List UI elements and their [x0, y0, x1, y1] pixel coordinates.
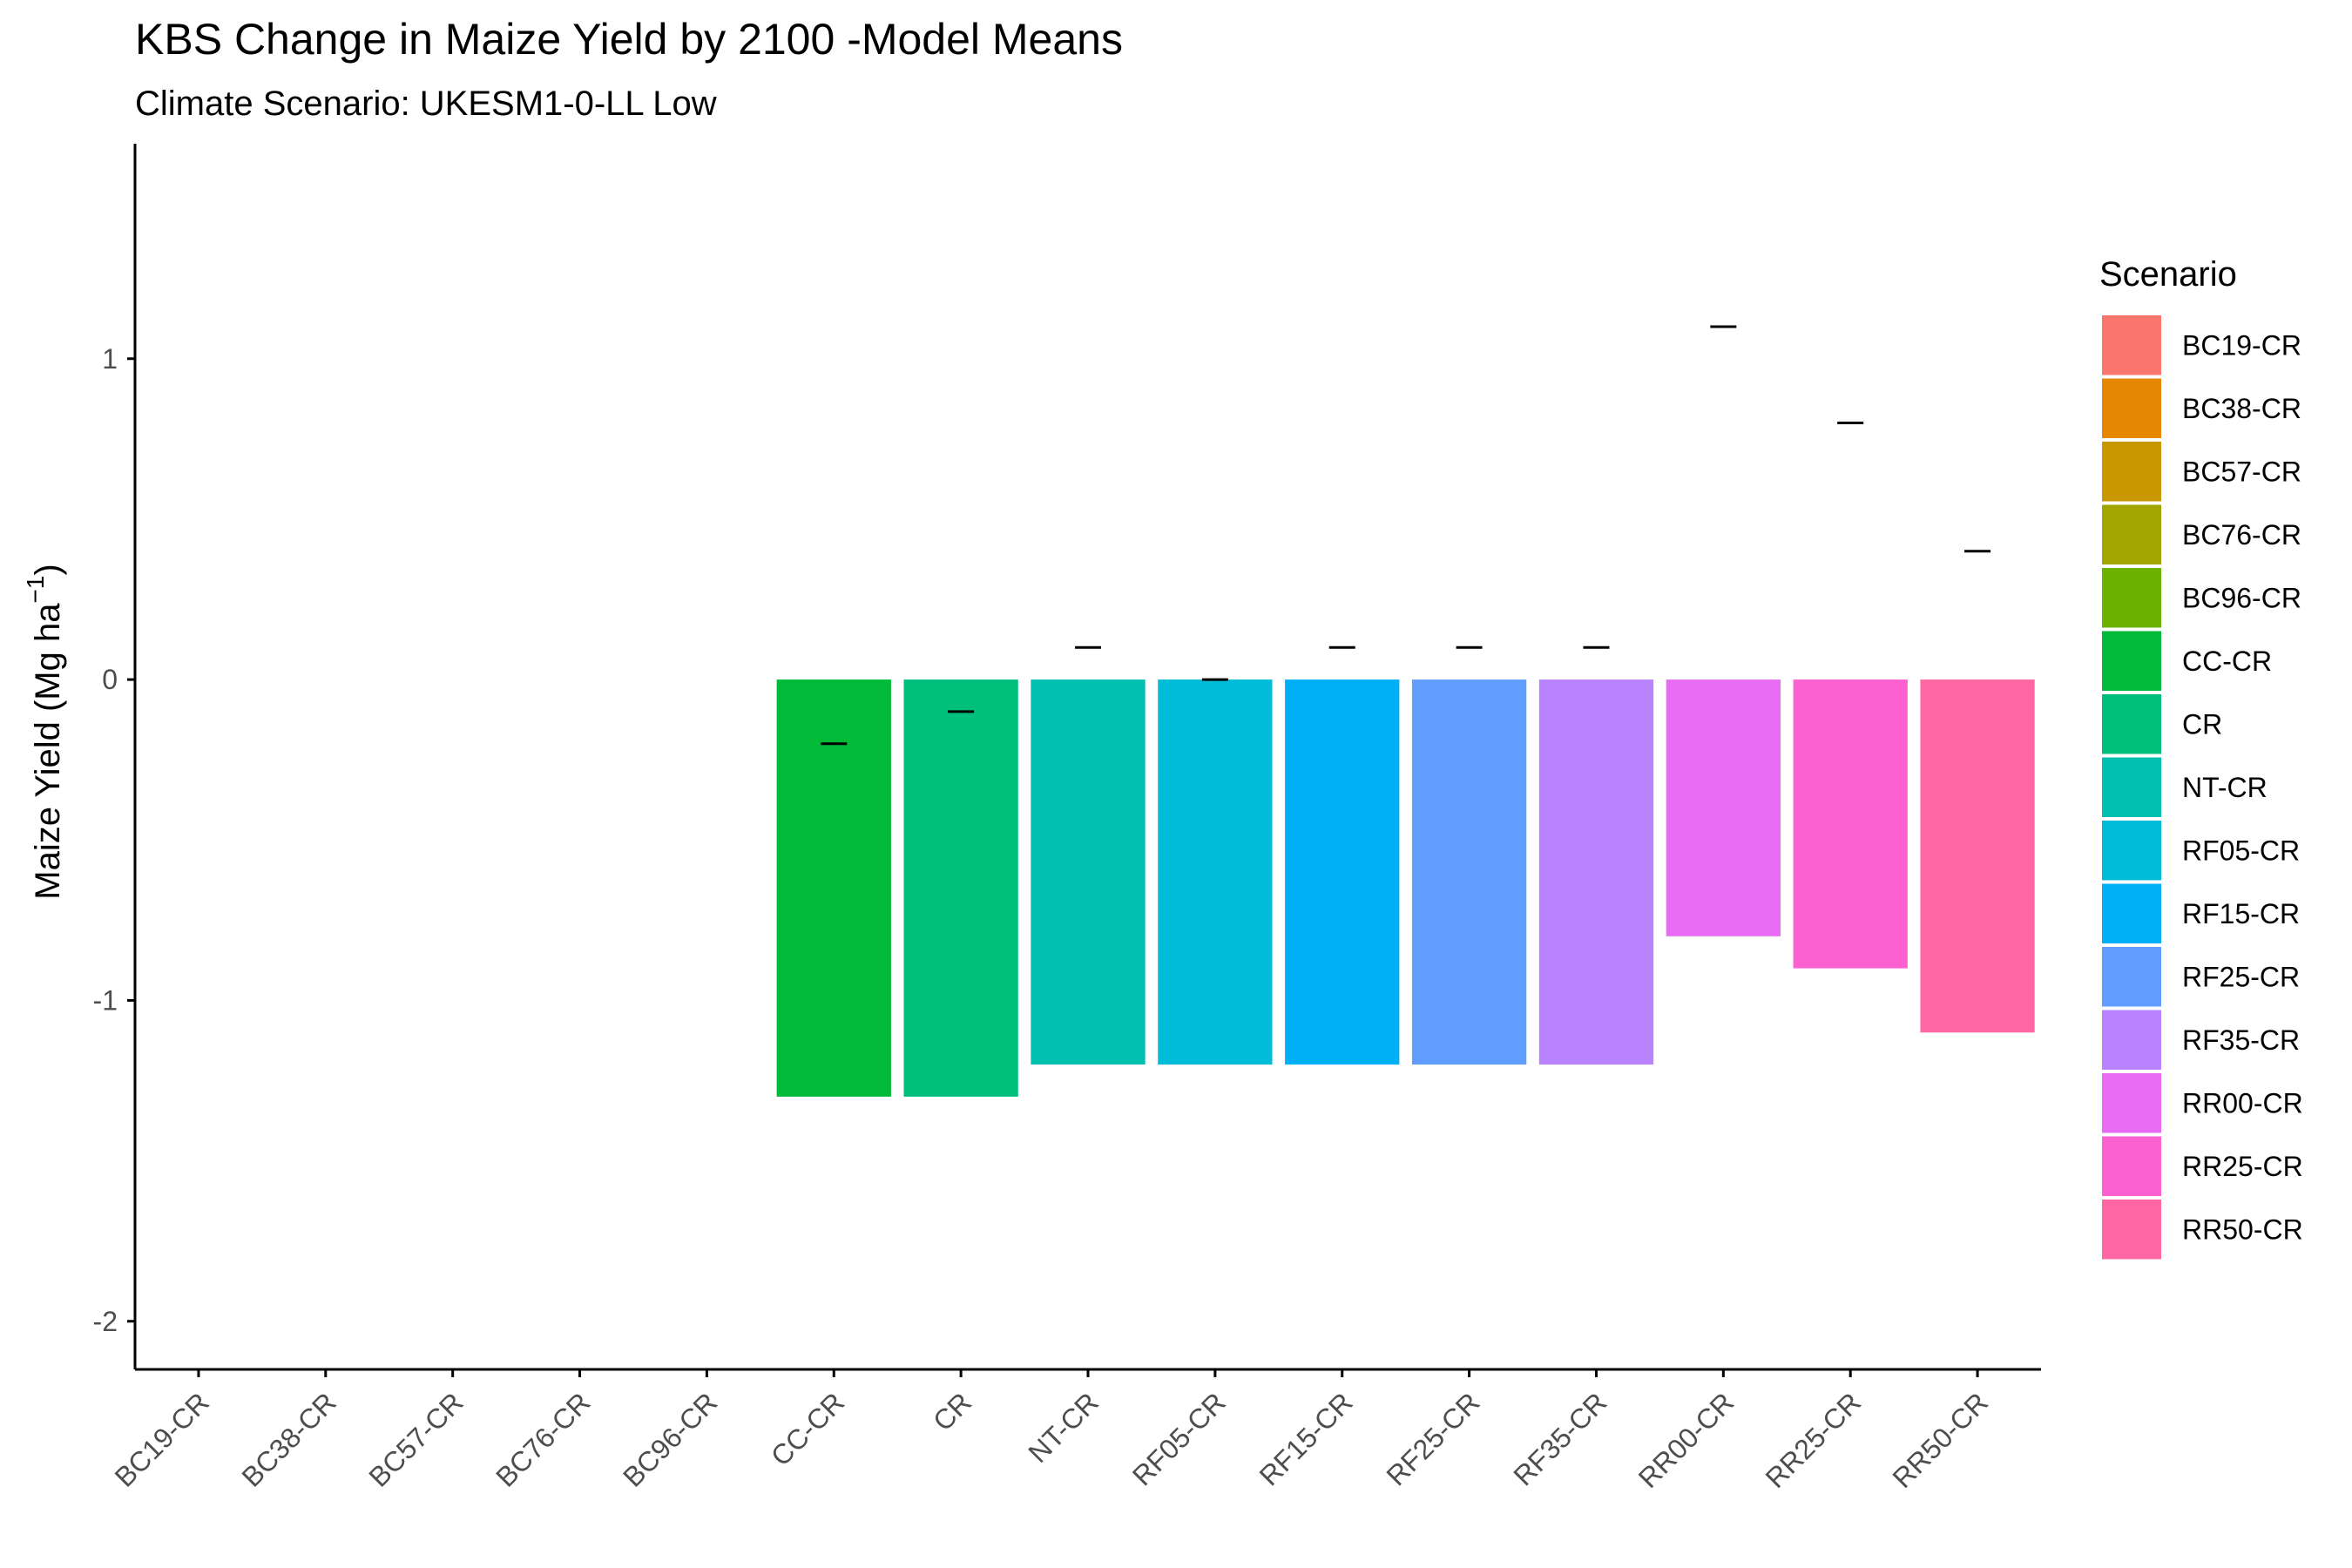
y-tick-label: -1 [93, 984, 118, 1016]
legend-swatch-cr [2102, 694, 2161, 754]
x-tick-label: RF35-CR [1507, 1386, 1612, 1491]
legend-label-rf15-cr: RF15-CR [2182, 898, 2300, 929]
x-tick-label: BC96-CR [617, 1386, 723, 1492]
x-tick-label: BC76-CR [490, 1386, 596, 1492]
x-tick-label: RR25-CR [1760, 1386, 1868, 1494]
chart-subtitle: Climate Scenario: UKESM1-0-LL Low [135, 84, 717, 123]
legend-swatch-bc19-cr [2102, 315, 2161, 375]
x-tick-label: CR [927, 1386, 977, 1436]
legend-label-bc57-cr: BC57-CR [2182, 456, 2301, 487]
legend-swatch-rf05-cr [2102, 821, 2161, 881]
bar-nt-cr [1031, 679, 1146, 1065]
legend: BC19-CR BC38-CR BC57-CR BC76-CR BC96-CR CC-CR… [2102, 315, 2303, 1260]
legend-label-cc-cr: CC-CR [2182, 645, 2272, 677]
x-tick-label: CC-CR [765, 1386, 850, 1471]
legend-label-bc96-cr: BC96-CR [2182, 582, 2301, 613]
y-axis-title-main: Maize Yield (Mg ha [29, 603, 67, 900]
legend-swatch-rr00-cr [2102, 1073, 2161, 1133]
legend-swatch-cc-cr [2102, 631, 2161, 691]
bar-rf15-cr [1285, 679, 1400, 1065]
bar-rf05-cr [1158, 679, 1273, 1065]
legend-label-rr50-cr: RR50-CR [2182, 1213, 2303, 1245]
y-axis-ticks: -2 -1 0 1 [93, 343, 135, 1337]
legend-label-nt-cr: NT-CR [2182, 772, 2268, 803]
bar-rr00-cr [1666, 679, 1781, 936]
legend-label-bc38-cr: BC38-CR [2182, 393, 2301, 424]
y-tick-label: 1 [102, 343, 118, 375]
bar-rf35-cr [1538, 679, 1654, 1065]
bar-rf25-cr [1411, 679, 1527, 1065]
bar-rr25-cr [1793, 679, 1908, 969]
legend-label-rf05-cr: RF05-CR [2182, 835, 2300, 866]
x-tick-label: RF15-CR [1254, 1386, 1359, 1491]
x-tick-label: BC57-CR [362, 1386, 469, 1492]
x-axis-ticks: BC19-CR BC38-CR BC57-CR BC76-CR BC96-CR CC-CR… [109, 1369, 1994, 1494]
legend-swatch-rf15-cr [2102, 883, 2161, 943]
legend-swatch-rf25-cr [2102, 947, 2161, 1007]
legend-swatch-rf35-cr [2102, 1010, 2161, 1070]
y-axis-title-exponent: −1 [22, 576, 49, 604]
y-tick-label: -2 [93, 1306, 118, 1337]
x-tick-label: RR00-CR [1632, 1386, 1740, 1494]
legend-label-rf25-cr: RF25-CR [2182, 961, 2300, 992]
legend-swatch-bc57-cr [2102, 442, 2161, 502]
legend-swatch-bc38-cr [2102, 378, 2161, 438]
y-tick-label: 0 [102, 664, 118, 695]
legend-label-rf35-cr: RF35-CR [2182, 1024, 2300, 1056]
legend-label-rr25-cr: RR25-CR [2182, 1151, 2303, 1182]
legend-label-bc76-cr: BC76-CR [2182, 519, 2301, 551]
legend-title: Scenario [2099, 255, 2237, 294]
x-tick-label: RF05-CR [1126, 1386, 1232, 1491]
x-tick-label: BC38-CR [235, 1386, 341, 1492]
legend-swatch-rr50-cr [2102, 1200, 2161, 1260]
legend-label-rr00-cr: RR00-CR [2182, 1087, 2303, 1119]
y-axis-title-end: ) [29, 564, 67, 575]
bars [776, 679, 2035, 1097]
legend-swatch-nt-cr [2102, 757, 2161, 817]
x-tick-label: RF25-CR [1381, 1386, 1486, 1491]
bar-rr50-cr [1920, 679, 2035, 1033]
x-tick-label: BC19-CR [109, 1386, 215, 1492]
legend-swatch-bc76-cr [2102, 504, 2161, 564]
x-tick-label: RR50-CR [1886, 1386, 1994, 1494]
legend-label-cr: CR [2182, 708, 2222, 740]
x-tick-label: NT-CR [1022, 1386, 1105, 1469]
legend-swatch-bc96-cr [2102, 568, 2161, 628]
y-axis-title: Maize Yield (Mg ha−1) [22, 564, 67, 899]
bar-cr [903, 679, 1018, 1097]
bar-cc-cr [776, 679, 891, 1097]
legend-swatch-rr25-cr [2102, 1136, 2161, 1196]
chart-title: KBS Change in Maize Yield by 2100 -Model… [135, 15, 1123, 64]
legend-label-bc19-cr: BC19-CR [2182, 329, 2301, 361]
markers [821, 325, 1991, 746]
